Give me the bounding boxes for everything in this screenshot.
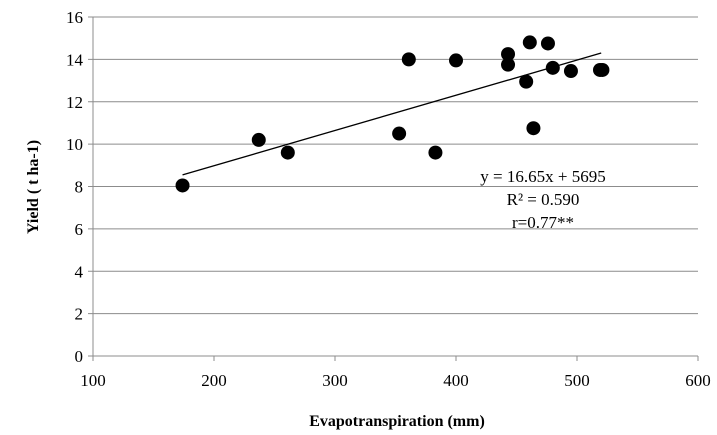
x-axis-title: Evapotranspiration (mm) [309,413,485,430]
x-tick-label: 300 [322,371,348,390]
data-point [522,35,537,50]
y-tick-label: 2 [75,305,84,324]
x-tick-label: 100 [80,371,106,390]
data-point [449,53,463,68]
regression-equation: y = 16.65x + 5695 [480,167,605,186]
y-tick-label: 12 [66,93,83,112]
y-tick-label: 0 [75,347,84,366]
trendline-group [182,52,602,176]
axes [88,16,699,361]
data-point [251,132,266,147]
y-tick-label: 8 [75,178,84,197]
data-point [401,52,416,67]
gridlines [93,16,698,315]
y-axis-title: Yield ( t ha-1) [25,140,42,234]
y-tick-label: 16 [66,8,83,27]
data-point [280,145,295,160]
x-tick-label: 400 [443,371,469,390]
x-tick-label: 200 [201,371,227,390]
r-squared-label: R² = 0.590 [507,190,580,209]
correlation-label: r=0.77** [512,213,574,232]
data-points [175,35,610,193]
data-point [519,74,534,89]
y-tick-label: 4 [75,262,84,281]
data-point [595,62,610,77]
data-point [501,57,516,72]
data-point [501,47,516,62]
data-point [563,64,578,79]
data-point [540,36,555,51]
x-tick-label: 500 [564,371,590,390]
trendline [182,52,602,176]
y-tick-label: 14 [66,50,84,69]
data-point [392,126,407,141]
data-point [175,178,190,193]
x-tick-label: 600 [685,371,711,390]
data-point [526,121,541,136]
y-tick-label: 10 [66,135,83,154]
tick-labels: 0 2 4 6 8 10 12 14 16 100 200 300 400 500 600 [66,8,711,390]
data-point [545,60,560,75]
data-point [428,145,443,160]
y-tick-label: 6 [75,220,84,239]
